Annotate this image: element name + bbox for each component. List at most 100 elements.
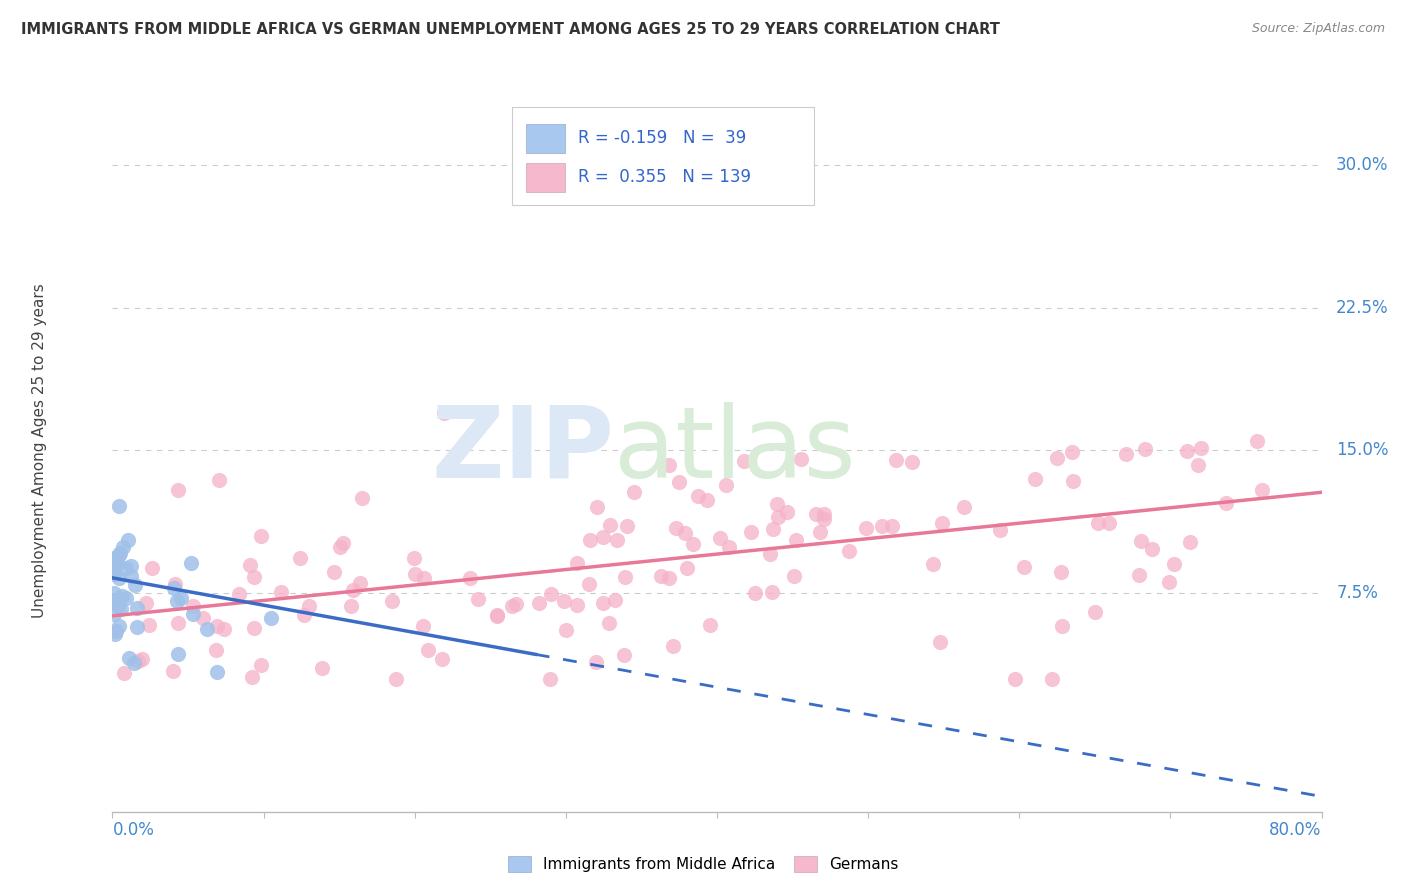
Point [162,664,184,678]
Point [105,550,128,565]
Point [565,598,588,612]
Point [585,655,607,669]
Point [163,582,186,596]
Point [205,618,228,632]
Point [103,562,125,576]
Point [501,599,523,613]
Point [110,602,132,616]
Point [381,594,404,608]
Point [103,550,125,565]
Point [340,599,363,613]
Point [1062,474,1084,488]
Point [668,475,690,489]
Point [125,601,148,615]
Point [776,505,799,519]
Point [329,540,352,554]
Point [598,616,620,631]
Point [181,607,204,621]
Text: R = -0.159   N =  39: R = -0.159 N = 39 [578,128,747,146]
Point [808,525,831,540]
Point [1084,606,1107,620]
Point [404,567,426,582]
Point [240,670,263,684]
Point [578,576,600,591]
Text: IMMIGRANTS FROM MIDDLE AFRICA VS GERMAN UNEMPLOYMENT AMONG AGES 25 TO 29 YEARS C: IMMIGRANTS FROM MIDDLE AFRICA VS GERMAN … [21,22,1000,37]
Point [243,570,266,584]
Point [205,643,228,657]
Point [292,608,315,623]
Point [616,519,638,533]
Point [458,571,481,585]
Point [432,652,454,666]
Point [696,493,718,508]
Point [103,586,125,600]
Point [1040,672,1063,686]
Point [1004,672,1026,686]
Point [114,591,136,606]
Point [120,568,142,582]
Point [290,551,312,566]
Point [682,537,704,551]
Point [1187,458,1209,473]
Point [270,585,292,599]
Point [555,623,578,637]
Point [413,571,436,585]
Point [181,599,204,613]
Text: 7.5%: 7.5% [1336,584,1378,602]
Point [766,509,789,524]
Point [112,540,135,554]
Point [120,558,142,573]
Point [107,549,129,563]
Point [249,657,271,672]
Point [402,551,425,566]
Point [688,489,710,503]
Point [108,619,131,633]
Point [884,453,907,467]
Point [108,499,131,513]
Point [104,593,127,607]
Text: Source: ZipAtlas.com: Source: ZipAtlas.com [1251,22,1385,36]
Text: 30.0%: 30.0% [1336,156,1389,174]
Point [108,571,131,585]
Point [1246,434,1268,449]
Point [1087,516,1109,530]
Point [103,607,125,621]
FancyBboxPatch shape [526,163,565,192]
Point [882,518,904,533]
Point [1049,565,1071,579]
Point [205,665,228,679]
Point [922,557,945,571]
Point [1098,516,1121,530]
Point [193,611,215,625]
Point [505,597,527,611]
Point [342,583,364,598]
Point [665,521,688,535]
Point [110,546,132,560]
Point [673,525,696,540]
Point [167,647,190,661]
Point [838,544,860,558]
Point [208,473,231,487]
Point [901,455,924,469]
Text: 0.0%: 0.0% [112,822,155,839]
Point [1178,534,1201,549]
Point [718,540,741,554]
Point [112,665,135,680]
Point [662,640,685,654]
Point [650,569,672,583]
Point [416,642,439,657]
Point [385,672,408,686]
Point [239,558,262,573]
Point [785,533,807,547]
Point [122,657,145,671]
Point [699,618,721,632]
FancyBboxPatch shape [526,124,565,153]
Point [180,556,202,570]
Point [527,596,550,610]
Point [603,592,626,607]
Point [127,620,149,634]
Point [855,521,877,535]
Point [790,452,813,467]
Point [676,560,699,574]
Point [138,618,160,632]
